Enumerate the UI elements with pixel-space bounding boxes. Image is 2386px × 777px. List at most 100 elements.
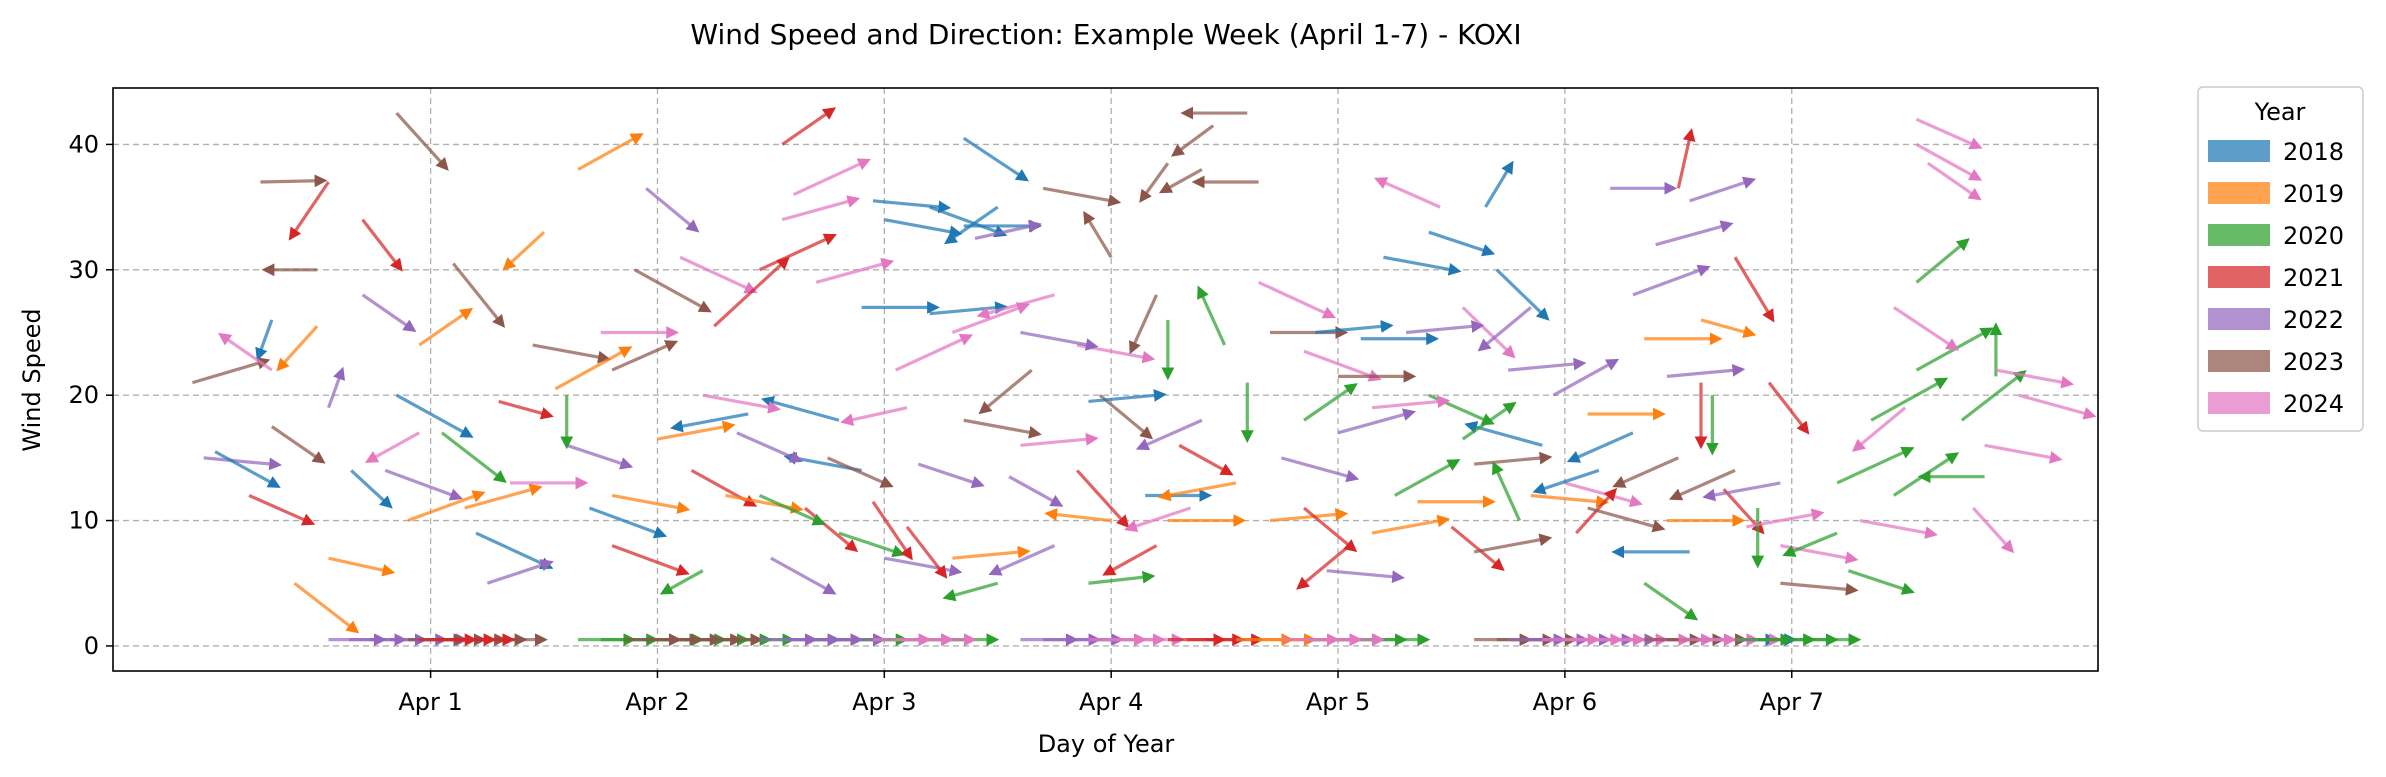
wind-arrow [894,334,974,372]
wind-arrows [191,106,2097,634]
wind-arrow [884,218,963,239]
wind-arrow [713,256,790,328]
legend-swatch [2208,308,2270,330]
wind-arrow [440,431,507,483]
legend-label: 2024 [2283,390,2344,418]
wind-arrow [781,195,861,222]
x-tick-label: Apr 5 [1306,688,1370,716]
wind-arrow [218,332,273,372]
wind-arrow [191,357,271,385]
wind-arrow [815,258,895,284]
wind-arrow [384,468,463,501]
wind-arrow [871,500,913,561]
wind-arrow [917,462,985,489]
wind-arrow [1484,160,1514,208]
wind-arrow [1020,330,1099,351]
wind-arrow [554,346,633,391]
wind-arrow [395,393,474,438]
wind-arrow [611,544,690,576]
wind-arrow [1075,469,1130,529]
wind-arrow [963,418,1042,439]
wind-arrow [1780,581,1859,596]
wind-arrow [276,325,319,372]
x-axis-label: Day of Year [1038,730,1175,758]
wind-arrow [1700,318,1757,338]
legend-swatch [2208,350,2270,372]
wind-arrow [1135,418,1203,451]
wind-arrow [1450,525,1505,571]
wind-arrow [203,456,282,471]
wind-arrow [1326,569,1405,584]
wind-arrow [1666,363,1746,378]
wind-arrow [1892,306,1960,351]
wind-arrow [1915,143,1983,181]
wind-arrow [1296,544,1351,590]
wind-arrow [1847,569,1915,595]
wind-arrow [1915,238,1970,284]
wind-arrow [758,494,826,526]
wind-arrow [1374,177,1441,209]
wind-arrow [1139,162,1170,203]
x-tick-label: Apr 2 [625,688,689,716]
wind-arrow [1158,168,1203,194]
wind-arrow [1643,581,1699,621]
wind-arrow [364,431,421,463]
legend-swatch [2208,140,2270,162]
chart-title: Wind Speed and Direction: Example Week (… [690,18,1521,51]
wind-arrow [464,483,543,510]
wind-arrow [1302,506,1358,553]
wind-arrow [1088,570,1156,585]
wind-arrow [1552,358,1620,397]
wind-arrow [974,220,1042,241]
wind-arrow [1303,383,1358,422]
wind-arrow [1926,161,1982,201]
wind-arrow [1124,506,1192,533]
wind-arrow [1767,381,1810,435]
wind-arrow [1371,395,1451,410]
wind-arrow [670,412,749,433]
x-tick-label: Apr 7 [1760,688,1824,716]
plot-frame [112,87,2099,672]
x-tick-label: Apr 4 [1079,688,1143,716]
wind-arrow [645,187,700,233]
wind-arrow [1495,268,1550,321]
wind-arrow [1733,256,1775,323]
wind-arrow [1532,468,1600,495]
wind-arrow [942,581,999,602]
wind-arrow [1008,475,1064,507]
wind-arrow [838,531,906,558]
wind-arrow [327,366,346,409]
wind-arrow [1098,393,1154,440]
y-tick-label: 30 [68,256,99,284]
wind-arrow [884,556,963,577]
legend-swatch [2208,266,2270,288]
wind-arrow [1428,393,1495,426]
wind-arrow [566,443,634,470]
wind-arrow [1984,443,2063,464]
wind-arrow [1178,443,1234,476]
wind-arrow [962,136,1029,182]
wind-arrow [1315,320,1394,335]
wind-arrow [328,556,396,577]
legend-label: 2019 [2283,180,2344,208]
wind-arrow [248,494,316,526]
wind-arrow [657,420,736,441]
wind-arrow [633,268,712,313]
wind-arrow [1083,210,1113,259]
wind-arrow [988,544,1056,576]
legend-frame [2197,86,2364,432]
wind-arrow [270,425,326,464]
wind-arrow [1088,389,1167,404]
wind-arrow [502,231,546,271]
wind-arrow [2018,393,2097,420]
wind-arrow [498,399,554,420]
wind-arrow [1280,456,1360,483]
y-tick-label: 40 [68,130,99,158]
wind-arrow [1689,176,1757,203]
wind-arrow [1042,186,1122,207]
wind-arrow [1129,294,1159,355]
wind-arrow [803,506,859,553]
wind-arrow [532,343,611,364]
wind-arrow [1746,508,1825,529]
wind-arrow [1632,264,1711,297]
